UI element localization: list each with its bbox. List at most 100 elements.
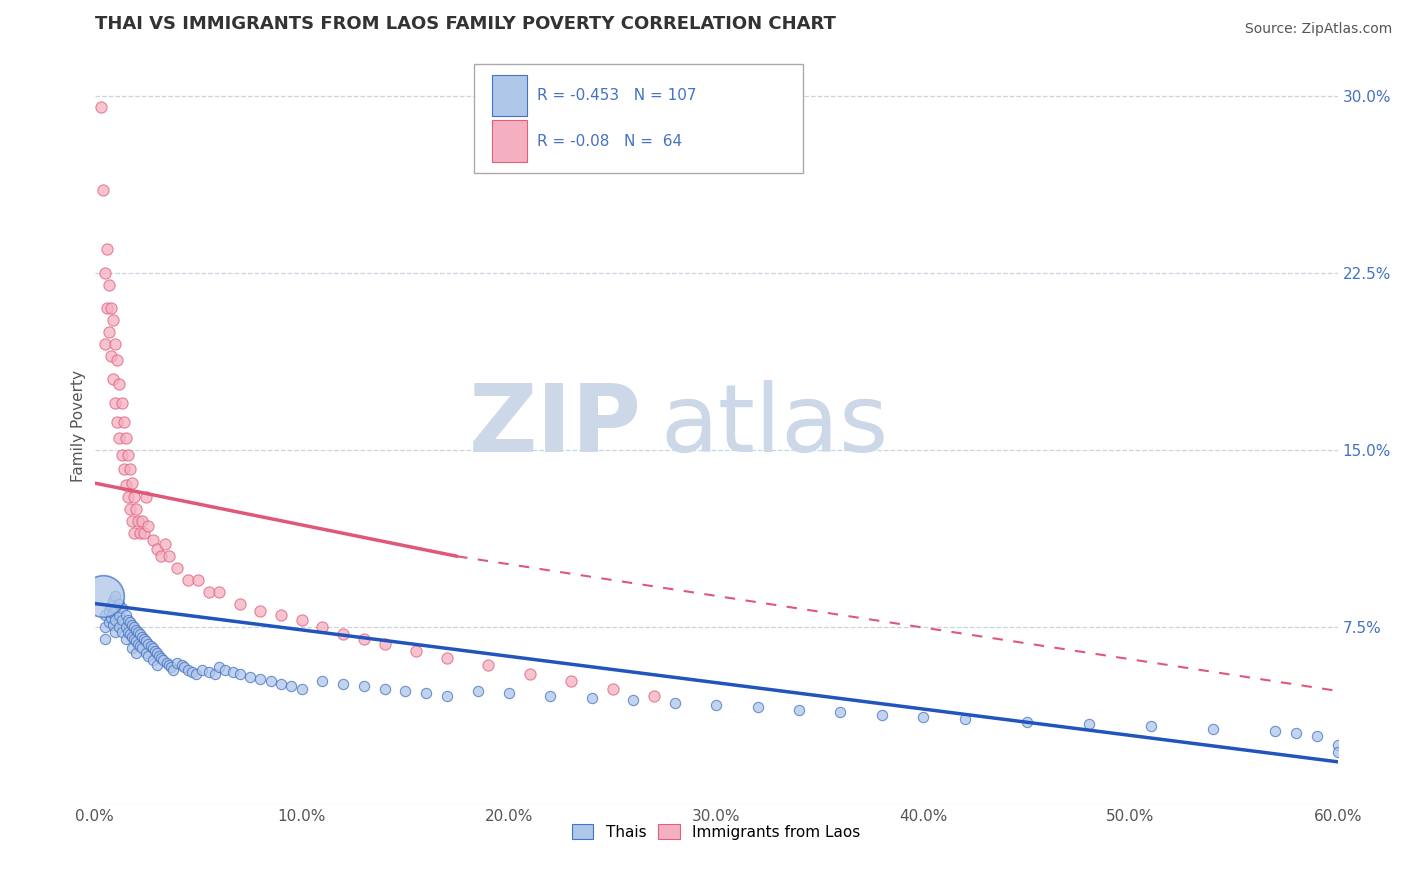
Point xyxy=(157,549,180,564)
Point xyxy=(208,660,231,674)
Point xyxy=(145,542,167,557)
Point xyxy=(477,657,499,672)
Point xyxy=(110,624,132,639)
Point xyxy=(197,665,219,679)
Point xyxy=(134,632,156,646)
Point xyxy=(249,672,271,686)
Point xyxy=(173,660,195,674)
Point xyxy=(560,674,582,689)
Point xyxy=(110,601,132,615)
Point xyxy=(104,336,127,351)
Text: R = -0.453   N = 107: R = -0.453 N = 107 xyxy=(537,88,696,103)
Point xyxy=(870,707,893,722)
Point xyxy=(787,703,810,717)
Point xyxy=(830,705,852,719)
Point xyxy=(177,663,200,677)
Point xyxy=(117,613,139,627)
Point xyxy=(118,615,141,630)
Point xyxy=(100,301,122,316)
Text: ZIP: ZIP xyxy=(468,380,641,473)
Point xyxy=(270,677,292,691)
Point xyxy=(129,627,152,641)
Point xyxy=(117,448,139,462)
Point xyxy=(122,525,145,540)
Point xyxy=(142,533,165,547)
Point xyxy=(197,584,219,599)
Point xyxy=(1202,722,1225,736)
Point xyxy=(249,604,271,618)
Point xyxy=(127,624,149,639)
Point xyxy=(110,613,132,627)
Point xyxy=(170,657,193,672)
Point xyxy=(90,101,112,115)
Point xyxy=(114,632,136,646)
Point xyxy=(135,646,157,660)
Point xyxy=(581,691,603,706)
Point xyxy=(100,599,122,613)
Point xyxy=(121,641,143,656)
Point xyxy=(112,415,135,429)
Point xyxy=(114,431,136,445)
Point xyxy=(142,641,165,656)
Point xyxy=(394,684,416,698)
Point xyxy=(122,490,145,504)
Point xyxy=(131,630,153,644)
Point xyxy=(135,490,157,504)
Point xyxy=(166,656,188,670)
Point xyxy=(145,646,167,660)
Point xyxy=(415,686,437,700)
Point xyxy=(118,462,141,476)
Point xyxy=(166,561,188,575)
Point xyxy=(139,639,162,653)
Point xyxy=(118,502,141,516)
Point xyxy=(157,657,180,672)
Point xyxy=(105,415,128,429)
Point xyxy=(602,681,624,696)
Point xyxy=(228,667,250,681)
Point xyxy=(110,448,132,462)
Point xyxy=(187,573,209,587)
Y-axis label: Family Poverty: Family Poverty xyxy=(72,370,86,483)
Point xyxy=(96,301,118,316)
Point xyxy=(353,679,375,693)
Point xyxy=(138,518,160,533)
Point xyxy=(127,514,149,528)
Point xyxy=(98,277,121,292)
Point xyxy=(643,689,665,703)
Text: R = -0.08   N =  64: R = -0.08 N = 64 xyxy=(537,134,682,149)
Point xyxy=(98,604,121,618)
Point xyxy=(138,637,160,651)
Point xyxy=(1306,729,1329,743)
Point xyxy=(214,663,236,677)
Point xyxy=(98,325,121,339)
Point xyxy=(1140,719,1163,733)
Point xyxy=(332,627,354,641)
Point xyxy=(519,667,541,681)
Point xyxy=(374,681,396,696)
Point xyxy=(222,665,245,679)
Point xyxy=(747,700,769,714)
Point xyxy=(538,689,561,703)
Point xyxy=(121,514,143,528)
Point xyxy=(108,376,131,391)
Point xyxy=(436,689,458,703)
Bar xyxy=(492,75,527,117)
Point xyxy=(152,653,174,667)
Point xyxy=(125,646,148,660)
Point xyxy=(311,620,333,634)
Point xyxy=(131,641,153,656)
Point xyxy=(117,490,139,504)
Point xyxy=(104,613,127,627)
Point xyxy=(953,712,976,726)
Point xyxy=(664,696,686,710)
Point xyxy=(191,663,214,677)
Point xyxy=(108,431,131,445)
Point xyxy=(105,353,128,368)
Point xyxy=(405,644,427,658)
Point xyxy=(498,686,520,700)
Point xyxy=(94,608,117,623)
Point xyxy=(104,601,127,615)
Point xyxy=(270,608,292,623)
Point xyxy=(162,663,184,677)
Point xyxy=(129,525,152,540)
